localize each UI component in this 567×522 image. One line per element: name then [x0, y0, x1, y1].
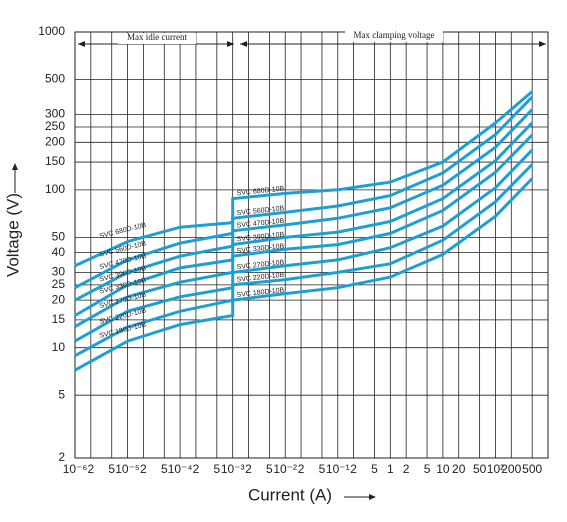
- x-axis-title: Current (A): [248, 485, 332, 504]
- series-label: SVC 220D-10B: [236, 272, 285, 284]
- series-label: SVC 470D-10B: [236, 218, 285, 230]
- x-tick-label: 2: [298, 462, 305, 476]
- plot-frame: [74, 31, 549, 459]
- x-tick-label: 10⁻⁶: [63, 462, 88, 476]
- y-tick-label: 200: [45, 134, 65, 148]
- x-tick-label: 10⁻²: [273, 462, 297, 476]
- y-axis-title: Voltage (V): [3, 193, 22, 277]
- x-tick-label: 5: [161, 462, 168, 476]
- x-tick-label: 10⁻⁵: [115, 462, 140, 476]
- y-tick-label: 2: [58, 450, 65, 464]
- y-tick-label: 150: [45, 154, 65, 168]
- series-line: [74, 108, 534, 302]
- x-tick-label: 2: [140, 462, 147, 476]
- y-tick-label: 1000: [38, 24, 65, 38]
- x-tick-label: 2: [193, 462, 200, 476]
- y-tick-label: 10: [52, 340, 66, 354]
- series-line: [74, 163, 534, 358]
- series-label: SVC 270D-10B: [236, 259, 285, 271]
- series-line: [74, 95, 534, 290]
- x-tick-label: 10²: [487, 462, 504, 476]
- y-tick-label: 40: [52, 245, 66, 259]
- x-tick-label: 10⁻¹: [326, 462, 350, 476]
- y-tick-label: 50: [52, 230, 66, 244]
- x-tick-label: 5: [266, 462, 273, 476]
- x-tick-label: 5: [424, 462, 431, 476]
- y-tick-label: 20: [52, 292, 66, 306]
- y-tick-label: 25: [52, 277, 66, 291]
- series-line: [74, 133, 534, 328]
- y-tick-label: 5: [58, 387, 65, 401]
- y-tick-label: 15: [52, 312, 66, 326]
- y-tick-label: 30: [52, 265, 66, 279]
- x-tick-label: 2: [245, 462, 252, 476]
- series-label: SVC 180D-10B: [236, 287, 285, 299]
- series-label: SVC 680D-10B: [236, 185, 285, 197]
- y-axis-arrow-head: [12, 163, 18, 170]
- x-tick-label: 5: [319, 462, 326, 476]
- x-tick-label: 2: [87, 462, 94, 476]
- x-tick-label: 500: [522, 462, 542, 476]
- x-tick-label: 50: [473, 462, 487, 476]
- x-tick-label: 200: [501, 462, 521, 476]
- x-tick-label: 20: [452, 462, 466, 476]
- series-label: SVC 390D-10B: [236, 231, 285, 243]
- x-tick-label: 10⁻³: [221, 462, 245, 476]
- y-tick-label: 300: [45, 107, 65, 121]
- x-tick-label: 2: [350, 462, 357, 476]
- label-bg: [118, 33, 196, 44]
- x-axis-arrow-head: [369, 494, 376, 500]
- x-tick-label: 5: [108, 462, 115, 476]
- series-line: [74, 121, 534, 317]
- y-tick-label: 500: [45, 72, 65, 86]
- series-line: [74, 90, 534, 268]
- x-tick-label: 10⁻⁴: [168, 462, 193, 476]
- y-tick-label: 250: [45, 119, 65, 133]
- series-line: [74, 177, 534, 372]
- series-label: SVC 560D-10B: [236, 205, 285, 217]
- annotation: Max idle current: [127, 32, 187, 42]
- x-tick-label: 2: [403, 462, 410, 476]
- x-tick-label: 1: [387, 462, 394, 476]
- x-tick-label: 10: [436, 462, 450, 476]
- x-tick-label: 5: [214, 462, 221, 476]
- x-tick-label: 5: [371, 462, 378, 476]
- series-label: SVC 330D-10B: [236, 243, 285, 255]
- annotation: Max clamping voltage: [354, 30, 435, 40]
- label-bg: [345, 31, 443, 42]
- series-line: [74, 148, 534, 343]
- y-tick-label: 100: [45, 182, 65, 196]
